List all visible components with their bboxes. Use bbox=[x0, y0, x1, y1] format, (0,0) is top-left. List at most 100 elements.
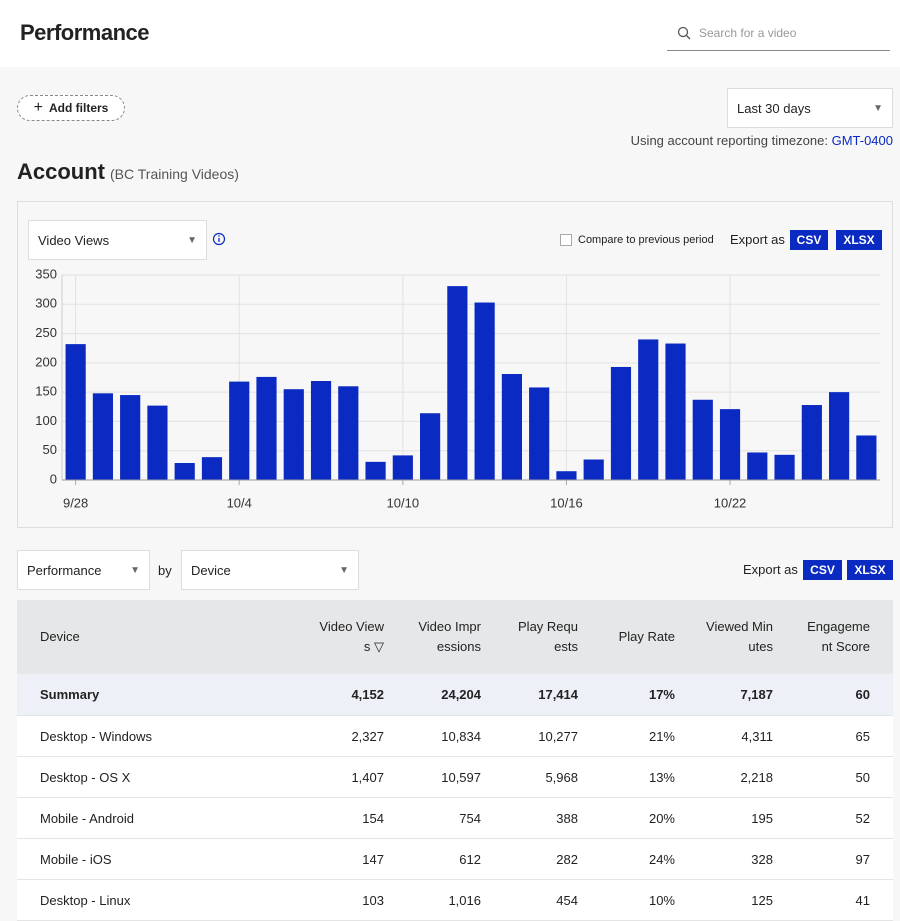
table-export-label: Export as bbox=[743, 562, 798, 577]
table-cell: 7,187 bbox=[685, 687, 783, 702]
bar bbox=[529, 387, 549, 480]
bar bbox=[720, 409, 740, 480]
xlsx-button[interactable]: XLSX bbox=[836, 230, 882, 250]
dimension-label: Device bbox=[191, 563, 231, 578]
dropdown-arrow: ▼ bbox=[339, 565, 349, 576]
account-heading: Account(BC Training Videos) bbox=[17, 159, 239, 185]
bar bbox=[284, 389, 304, 480]
page-title: Performance bbox=[20, 20, 149, 46]
x-tick-label: 9/28 bbox=[63, 495, 88, 510]
plus-icon: + bbox=[34, 99, 43, 117]
column-header-text: Engagement Score bbox=[807, 619, 870, 654]
bar bbox=[774, 455, 794, 480]
table-cell: 13% bbox=[588, 770, 685, 785]
table-cell: 21% bbox=[588, 729, 685, 744]
bar bbox=[393, 455, 413, 480]
bar bbox=[502, 374, 522, 480]
y-tick-label: 100 bbox=[35, 413, 57, 428]
bar bbox=[856, 435, 876, 480]
table-cell: 282 bbox=[491, 852, 588, 867]
table-cell: 20% bbox=[588, 811, 685, 826]
table-cell: 97 bbox=[783, 852, 880, 867]
table-cell: 65 bbox=[783, 729, 880, 744]
column-header[interactable]: Video Views ▽ bbox=[297, 617, 394, 657]
bar bbox=[420, 413, 440, 480]
table-cell: 24% bbox=[588, 852, 685, 867]
data-table: Device Video Views ▽ Video Impressions Play… bbox=[17, 600, 893, 921]
top-bar: Performance Search for a video bbox=[0, 0, 900, 67]
table-xlsx-button[interactable]: XLSX bbox=[847, 560, 893, 580]
bar bbox=[611, 367, 631, 480]
table-cell: 60 bbox=[783, 687, 880, 702]
table-cell: 195 bbox=[685, 811, 783, 826]
column-header-text: Device bbox=[40, 629, 80, 644]
info-icon[interactable] bbox=[212, 232, 226, 246]
metric-select[interactable]: Video Views▼ bbox=[28, 220, 207, 260]
x-tick-label: 10/22 bbox=[714, 495, 747, 510]
table-cell: 754 bbox=[394, 811, 491, 826]
add-filters-button[interactable]: + Add filters bbox=[17, 95, 125, 121]
table-cell: 388 bbox=[491, 811, 588, 826]
y-tick-label: 350 bbox=[35, 266, 57, 281]
table-cell: 17% bbox=[588, 687, 685, 702]
table-cell: 10,277 bbox=[491, 729, 588, 744]
table-cell: 103 bbox=[297, 893, 394, 908]
table-row: Desktop - OS X1,40710,5975,96813%2,21850 bbox=[17, 757, 893, 798]
table-cell: 50 bbox=[783, 770, 880, 785]
table-cell: 147 bbox=[297, 852, 394, 867]
table-cell: Desktop - Linux bbox=[17, 893, 297, 908]
column-header: Viewed Minutes bbox=[685, 617, 783, 657]
table-cell: Desktop - OS X bbox=[17, 770, 297, 785]
by-label: by bbox=[158, 563, 172, 578]
table-metric-select[interactable]: Performance▼ bbox=[17, 550, 150, 590]
dropdown-arrow: ▼ bbox=[873, 103, 883, 114]
body: Performance Search for a video + Add filt… bbox=[0, 0, 900, 900]
table-cell: Summary bbox=[17, 687, 297, 702]
bar bbox=[829, 392, 849, 480]
table-cell: 1,407 bbox=[297, 770, 394, 785]
table-row: Mobile - iOS14761228224%32897 bbox=[17, 839, 893, 880]
dropdown-arrow: ▼ bbox=[187, 235, 197, 246]
table-csv-button[interactable]: CSV bbox=[803, 560, 842, 580]
chart: 0501001502002503003509/2810/410/1010/161… bbox=[17, 262, 892, 526]
column-header-text: Video Impressions bbox=[418, 619, 481, 654]
table-header: Device Video Views ▽ Video Impressions Play… bbox=[17, 600, 893, 674]
table-metric-label: Performance bbox=[27, 563, 101, 578]
bar bbox=[802, 405, 822, 480]
csv-button[interactable]: CSV bbox=[790, 230, 828, 250]
compare-label: Compare to previous period bbox=[578, 234, 714, 246]
table-cell: 24,204 bbox=[394, 687, 491, 702]
table-cell: 10,834 bbox=[394, 729, 491, 744]
column-header-text: Play Rate bbox=[619, 629, 675, 644]
table-cell: Mobile - Android bbox=[17, 811, 297, 826]
table-cell: 4,152 bbox=[297, 687, 394, 702]
table-cell: 5,968 bbox=[491, 770, 588, 785]
y-tick-label: 200 bbox=[35, 354, 57, 369]
export-label: Export as bbox=[730, 232, 785, 247]
date-range-select[interactable]: Last 30 days ▼ bbox=[727, 88, 893, 128]
date-range-label: Last 30 days bbox=[737, 101, 811, 116]
compare-checkbox[interactable] bbox=[560, 234, 572, 246]
bar bbox=[584, 460, 604, 481]
page: Performance {"header": {"title": "Perfor… bbox=[0, 0, 900, 900]
dimension-select[interactable]: Device ▼ bbox=[181, 550, 359, 590]
add-filters-label: Add filters bbox=[49, 101, 108, 115]
search-placeholder: Search for a video bbox=[699, 26, 796, 40]
column-header: Play Rate bbox=[588, 627, 685, 647]
y-tick-label: 50 bbox=[43, 442, 57, 457]
bar bbox=[638, 339, 658, 480]
bar bbox=[556, 471, 576, 480]
y-tick-label: 250 bbox=[35, 325, 57, 340]
table-cell: 2,327 bbox=[297, 729, 394, 744]
table-cell: 52 bbox=[783, 811, 880, 826]
table-cell: 125 bbox=[685, 893, 783, 908]
search-icon bbox=[677, 26, 691, 40]
search-box[interactable]: Search for a video bbox=[667, 18, 890, 51]
bar bbox=[229, 382, 249, 480]
timezone-link[interactable]: GMT-0400 bbox=[832, 133, 893, 148]
column-header: Device bbox=[17, 627, 297, 647]
column-header-text: Viewed Minutes bbox=[706, 619, 773, 654]
timezone-text: Using account reporting timezone: bbox=[631, 133, 828, 148]
table-cell: 4,311 bbox=[685, 729, 783, 744]
bar bbox=[338, 386, 358, 480]
